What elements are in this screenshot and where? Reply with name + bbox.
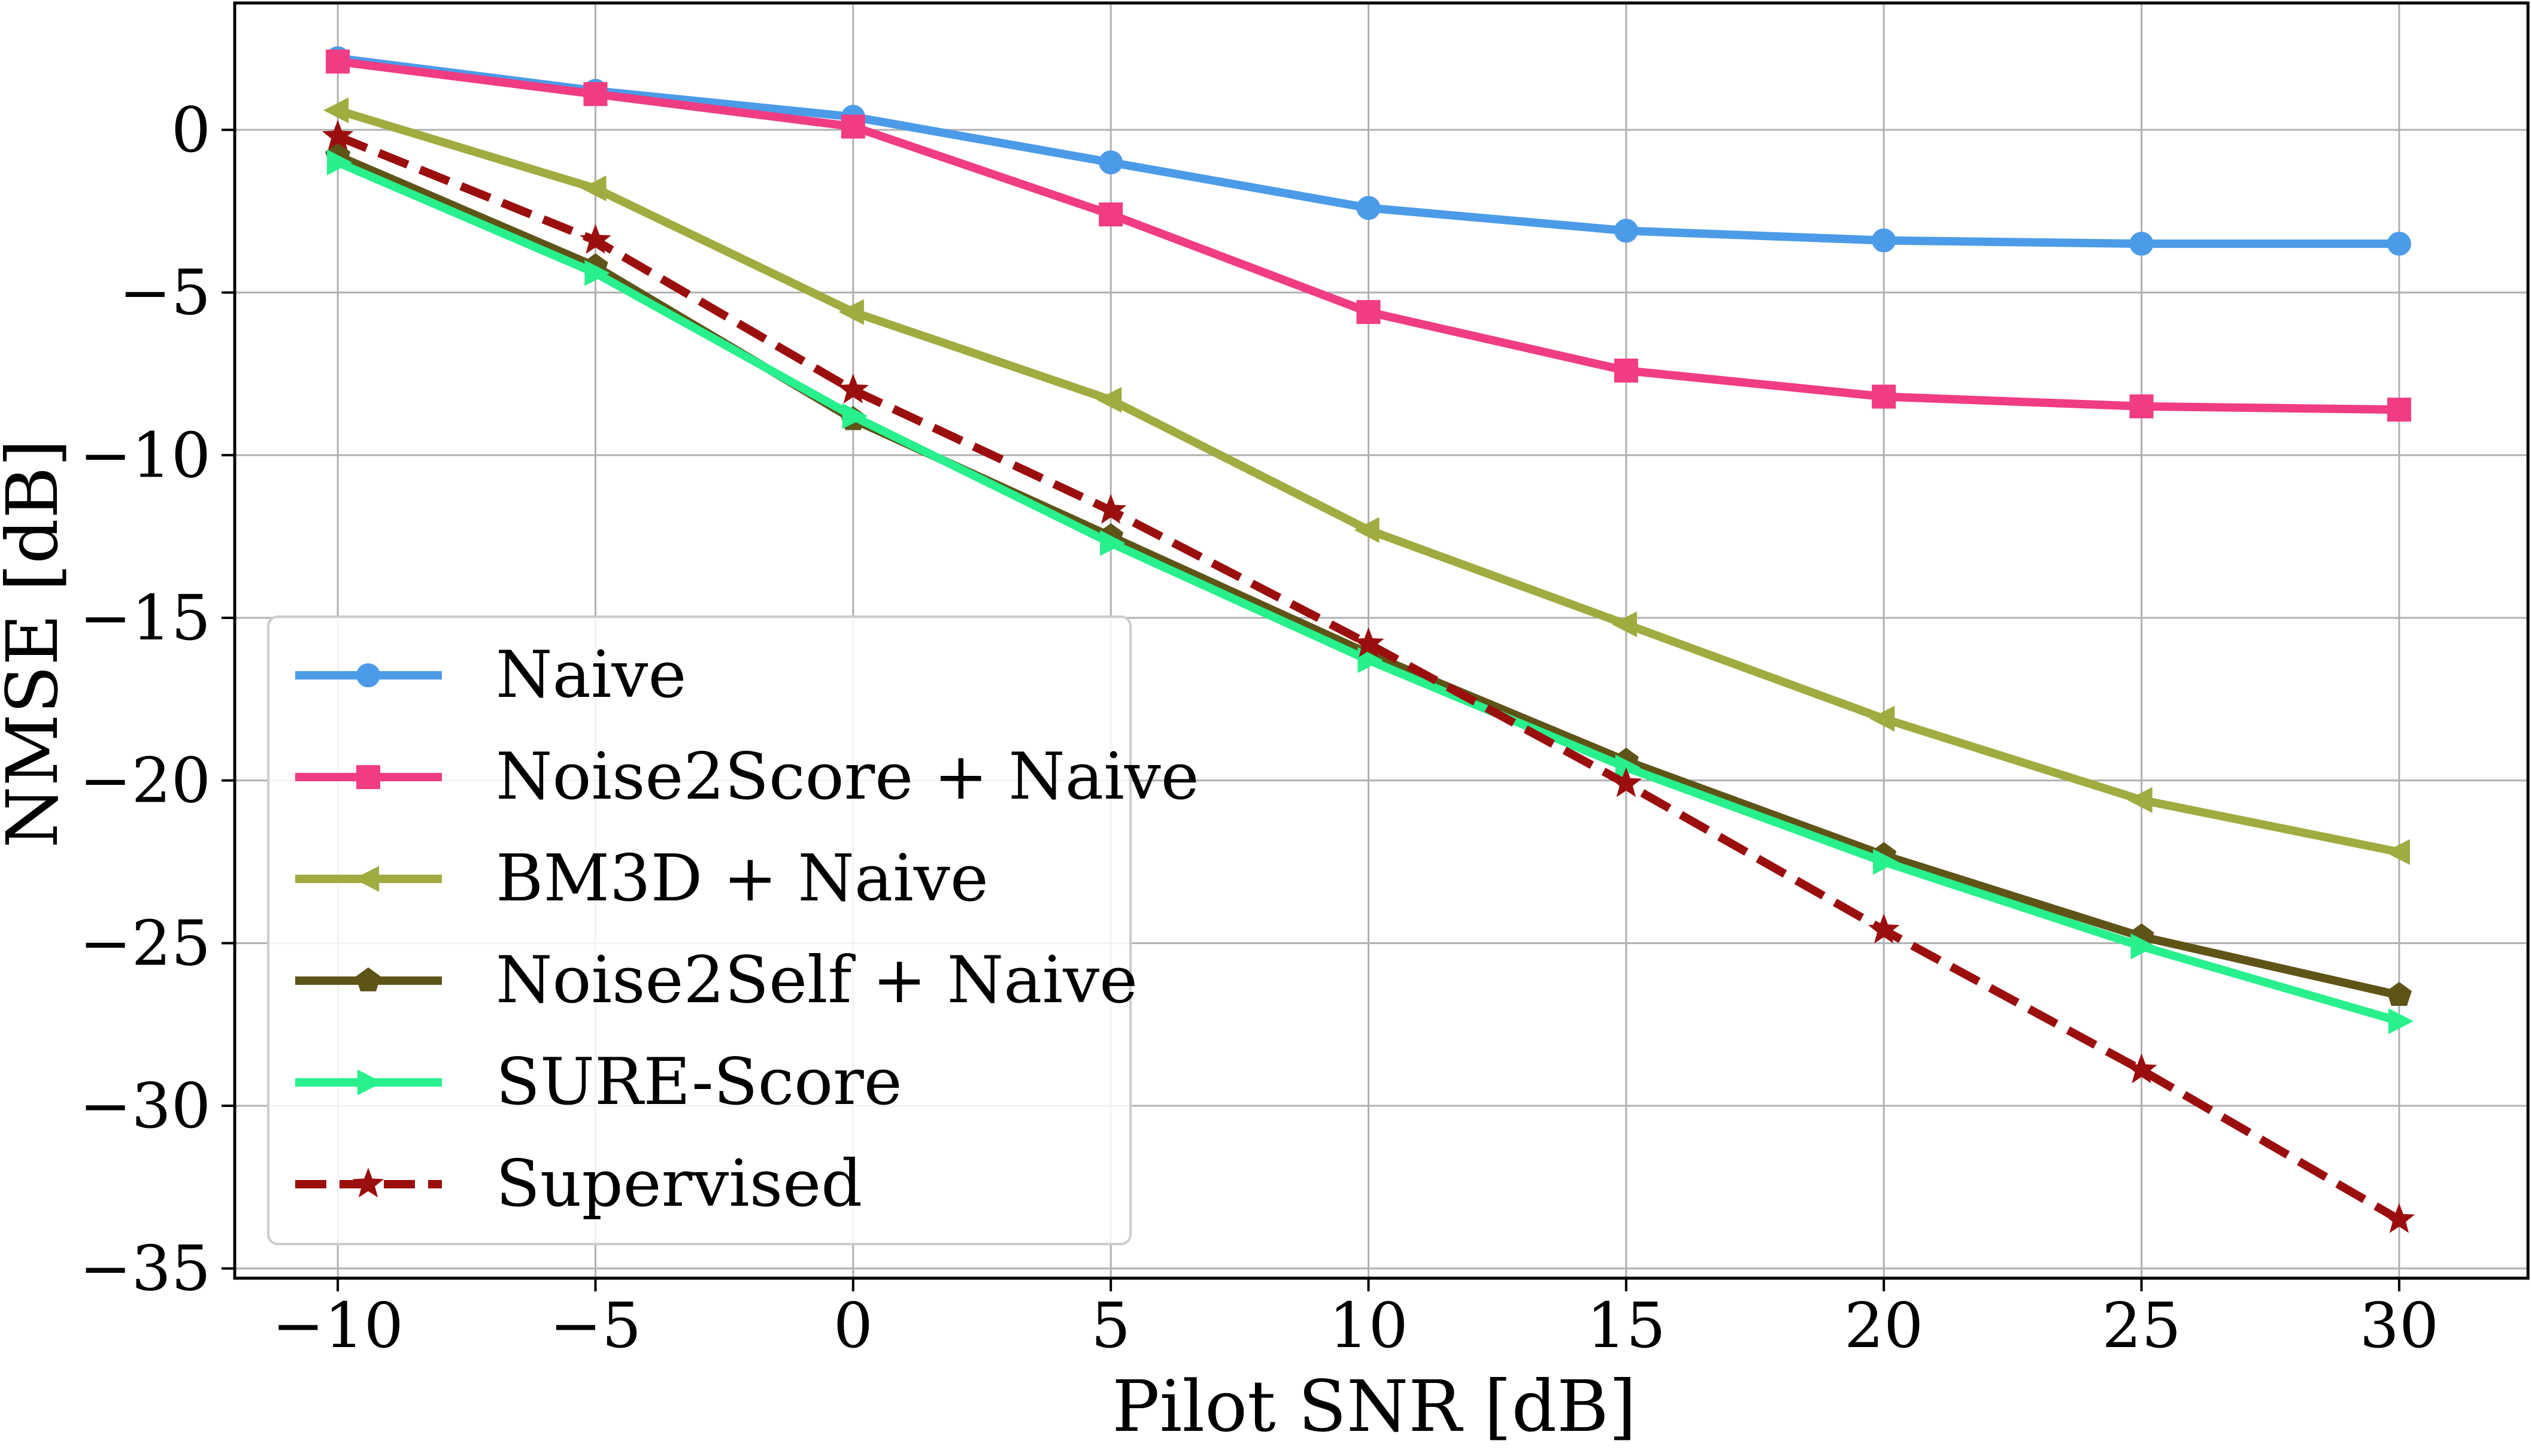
legend: Naive Noise2Score + Naive BM3D + Naive Nois… bbox=[267, 615, 1199, 1245]
data-point bbox=[322, 120, 354, 150]
legend-item: Supervised bbox=[295, 1146, 862, 1221]
x-tick-label: 30 bbox=[2360, 1289, 2439, 1362]
data-point bbox=[2126, 1053, 2157, 1084]
x-tick-label: 5 bbox=[1091, 1289, 1130, 1362]
data-point bbox=[1356, 300, 1381, 324]
legend-item: Noise2Score + Naive bbox=[295, 739, 1199, 814]
y-tick-label: −5 bbox=[119, 256, 211, 329]
y-tick-label: −20 bbox=[80, 744, 211, 817]
grid bbox=[235, 3, 2528, 1278]
x-axis-label: Pilot SNR [dB] bbox=[1112, 1365, 1636, 1448]
legend-marker bbox=[355, 967, 381, 991]
data-point bbox=[1610, 767, 1642, 797]
data-point bbox=[2387, 232, 2411, 256]
legend-label: Noise2Score + Naive bbox=[496, 739, 1199, 814]
legend-marker bbox=[356, 663, 380, 687]
data-point bbox=[1353, 627, 1384, 657]
data-point bbox=[2129, 232, 2154, 256]
legend-item: Naive bbox=[295, 638, 686, 712]
legend-label: Noise2Self + Naive bbox=[496, 943, 1138, 1018]
data-point bbox=[584, 260, 610, 286]
data-point bbox=[326, 49, 350, 74]
data-point bbox=[1099, 150, 1123, 175]
data-point bbox=[1872, 228, 1896, 253]
data-point bbox=[1869, 705, 1895, 732]
data-point bbox=[1354, 517, 1380, 543]
data-point bbox=[837, 374, 869, 404]
legend-marker bbox=[356, 765, 380, 789]
data-point bbox=[1614, 359, 1638, 383]
data-point bbox=[2130, 933, 2156, 960]
data-point bbox=[2384, 839, 2410, 865]
data-point bbox=[838, 299, 864, 325]
legend-marker bbox=[353, 866, 380, 892]
legend-marker bbox=[357, 1069, 383, 1096]
data-point bbox=[1614, 219, 1638, 243]
data-point bbox=[1868, 914, 1900, 944]
x-tick-label: −10 bbox=[272, 1289, 403, 1362]
x-tick-label: 20 bbox=[1844, 1289, 1923, 1362]
data-point bbox=[581, 175, 607, 202]
data-point bbox=[2127, 787, 2153, 813]
series-layer bbox=[322, 46, 2415, 1233]
x-tick-label: 15 bbox=[1587, 1289, 1666, 1362]
legend-item: Noise2Self + Naive bbox=[295, 943, 1138, 1018]
x-tick-label: 0 bbox=[833, 1289, 873, 1362]
data-point bbox=[1100, 530, 1126, 556]
series-sure-score bbox=[327, 149, 2414, 1035]
legend-label: SURE-Score bbox=[496, 1045, 902, 1120]
data-point bbox=[1357, 647, 1383, 674]
data-point bbox=[842, 403, 868, 429]
y-tick-label: −15 bbox=[80, 581, 211, 654]
x-tick-label: 10 bbox=[1329, 1289, 1408, 1362]
legend-item: SURE-Score bbox=[295, 1045, 902, 1120]
legend-item: BM3D + Naive bbox=[295, 841, 989, 916]
ticks: −10 −5 0 5 10 15 20 25 30 0 −5 −10 −15 −20 −25 −30 −35 bbox=[80, 93, 2439, 1362]
y-tick-label: 0 bbox=[171, 93, 211, 166]
y-tick-label: −30 bbox=[80, 1069, 211, 1142]
data-point bbox=[1095, 494, 1127, 524]
data-point bbox=[2386, 982, 2412, 1006]
legend-label: Supervised bbox=[496, 1146, 862, 1221]
data-point bbox=[2388, 1008, 2414, 1035]
x-tick-label: −5 bbox=[550, 1289, 641, 1362]
data-point bbox=[327, 149, 353, 175]
data-point bbox=[580, 224, 611, 254]
series-noise2score-naive bbox=[326, 49, 2411, 422]
data-point bbox=[1099, 202, 1123, 227]
y-tick-label: −35 bbox=[80, 1232, 211, 1305]
plot-frame bbox=[233, 1, 2530, 1280]
data-point bbox=[1356, 196, 1381, 220]
y-axis-label: NMSE [dB] bbox=[0, 439, 74, 848]
data-point bbox=[1873, 848, 1899, 875]
data-point bbox=[1872, 384, 1896, 409]
y-tick-label: −25 bbox=[80, 906, 211, 979]
legend-marker bbox=[352, 1167, 384, 1198]
x-tick-label: 25 bbox=[2102, 1289, 2181, 1362]
data-point bbox=[583, 82, 608, 107]
data-point bbox=[323, 97, 349, 123]
legend-box bbox=[267, 615, 1132, 1245]
legend-label: BM3D + Naive bbox=[496, 841, 989, 916]
data-point bbox=[841, 114, 865, 139]
data-point bbox=[1096, 387, 1122, 413]
data-point bbox=[2383, 1203, 2415, 1233]
data-point bbox=[2129, 394, 2154, 418]
data-point bbox=[1611, 611, 1637, 638]
series-supervised bbox=[322, 120, 2415, 1233]
y-tick-label: −10 bbox=[80, 418, 211, 492]
series-line bbox=[336, 132, 2402, 1224]
legend-label: Naive bbox=[496, 638, 686, 712]
series-bm3d-naive bbox=[323, 97, 2410, 865]
data-point bbox=[2387, 398, 2411, 422]
